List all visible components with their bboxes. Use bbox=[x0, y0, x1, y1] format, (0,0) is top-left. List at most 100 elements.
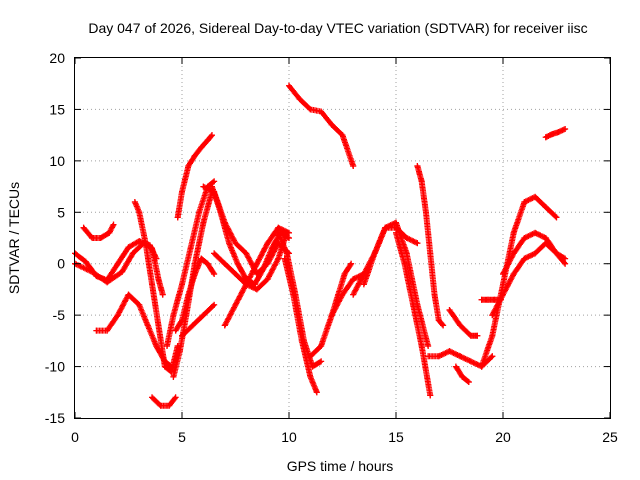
data-point bbox=[435, 317, 442, 324]
series-track-28 bbox=[478, 193, 560, 370]
data-point bbox=[446, 307, 453, 313]
data-point bbox=[542, 134, 549, 141]
data-point bbox=[275, 224, 282, 231]
data-point bbox=[211, 250, 218, 257]
data-point bbox=[298, 337, 305, 344]
data-point bbox=[427, 250, 434, 257]
data-point bbox=[275, 229, 282, 236]
data-point bbox=[114, 312, 121, 319]
data-point bbox=[521, 199, 528, 205]
data-point bbox=[371, 250, 378, 257]
data-point bbox=[144, 322, 151, 329]
data-point bbox=[170, 373, 177, 380]
grid bbox=[75, 58, 610, 418]
data-point bbox=[401, 260, 408, 267]
series-track-31 bbox=[500, 229, 569, 277]
data-point bbox=[422, 209, 429, 216]
data-point bbox=[339, 132, 346, 139]
data-point bbox=[204, 137, 211, 144]
data-point bbox=[510, 250, 517, 257]
data-point bbox=[474, 332, 481, 339]
data-point bbox=[307, 353, 314, 360]
data-point bbox=[542, 235, 549, 241]
data-point bbox=[172, 394, 179, 401]
data-point bbox=[149, 281, 156, 288]
data-point bbox=[268, 245, 275, 252]
data-point bbox=[243, 250, 250, 257]
data-point bbox=[164, 343, 171, 349]
series-track-20 bbox=[328, 260, 355, 319]
data-point bbox=[393, 229, 399, 236]
data-point bbox=[191, 152, 198, 159]
data-point bbox=[532, 229, 539, 236]
data-point bbox=[281, 255, 288, 262]
data-point bbox=[189, 322, 196, 329]
data-marks bbox=[446, 307, 481, 339]
x-tick-label: 5 bbox=[178, 429, 186, 445]
data-point bbox=[136, 209, 143, 216]
data-point bbox=[198, 255, 205, 262]
data-point bbox=[106, 229, 113, 236]
data-point bbox=[410, 301, 417, 308]
data-point bbox=[510, 229, 517, 236]
data-point bbox=[414, 163, 421, 169]
data-point bbox=[283, 250, 290, 257]
data-point bbox=[217, 209, 224, 216]
data-point bbox=[110, 221, 117, 228]
series-track-26 bbox=[446, 307, 481, 339]
data-point bbox=[161, 363, 168, 370]
series-track-15 bbox=[221, 224, 292, 329]
data-point bbox=[179, 188, 185, 195]
data-point bbox=[553, 250, 560, 257]
data-point bbox=[521, 255, 528, 262]
data-point bbox=[425, 353, 432, 360]
data-point bbox=[198, 144, 205, 151]
y-tick-label: -15 bbox=[45, 410, 65, 426]
data-point bbox=[179, 317, 185, 324]
data-point bbox=[465, 379, 472, 385]
data-point bbox=[174, 214, 181, 221]
series-track-7 bbox=[164, 178, 218, 349]
data-point bbox=[264, 276, 271, 283]
data-point bbox=[97, 235, 104, 241]
data-point bbox=[191, 271, 198, 277]
data-point bbox=[328, 121, 335, 128]
data-point bbox=[176, 348, 183, 355]
data-point bbox=[553, 214, 560, 221]
series-track-24 bbox=[414, 163, 447, 329]
data-point bbox=[253, 286, 260, 293]
data-point bbox=[348, 260, 355, 267]
data-point bbox=[467, 332, 474, 339]
data-point bbox=[211, 178, 218, 185]
series-track-32 bbox=[542, 125, 569, 141]
data-point bbox=[491, 296, 498, 303]
y-axis-label: SDTVAR / TECUs bbox=[6, 182, 22, 294]
axis-ticks: 0 5 10 15 20 25 -15 -10 -5 0 5 10 15 20 bbox=[45, 50, 618, 445]
data-point bbox=[431, 291, 438, 298]
data-marks bbox=[542, 126, 569, 141]
data-point bbox=[104, 279, 111, 286]
data-point bbox=[114, 260, 121, 267]
series-track-27 bbox=[452, 363, 472, 385]
data-marks bbox=[393, 229, 434, 399]
data-point bbox=[166, 402, 173, 409]
data-point bbox=[446, 348, 453, 355]
data-point bbox=[418, 343, 425, 349]
data-point bbox=[440, 322, 447, 329]
data-point bbox=[170, 312, 177, 319]
data-point bbox=[200, 183, 207, 190]
series-track-10 bbox=[179, 301, 218, 339]
data-point bbox=[459, 373, 466, 380]
data-point bbox=[204, 260, 211, 267]
data-point bbox=[452, 363, 459, 370]
data-point bbox=[142, 240, 149, 247]
data-point bbox=[125, 291, 132, 298]
data-point bbox=[427, 392, 434, 399]
data-point bbox=[185, 291, 192, 298]
data-point bbox=[200, 312, 207, 319]
data-point bbox=[542, 204, 549, 211]
y-tick-label: 0 bbox=[57, 256, 65, 272]
plot-frame bbox=[74, 57, 611, 419]
data-point bbox=[159, 291, 166, 298]
